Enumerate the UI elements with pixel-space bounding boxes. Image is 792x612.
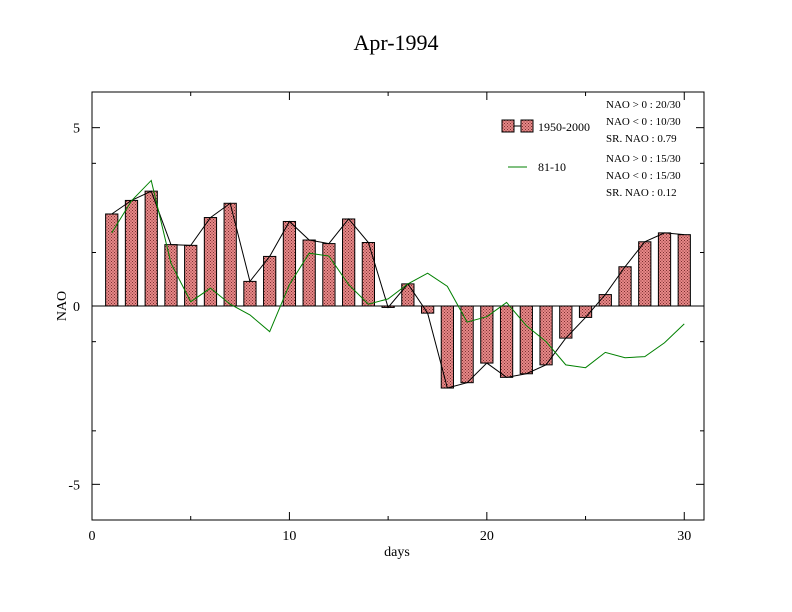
- legend-bar-swatch-left: [501, 119, 515, 133]
- bar-day-9: [263, 255, 277, 307]
- legend-label-81-10: 81-10: [538, 160, 566, 174]
- bar-day-18: [440, 305, 454, 389]
- stat-8110-nao-neg: NAO < 0 : 15/30: [606, 170, 681, 182]
- x-tick-label: 20: [480, 529, 494, 544]
- y-tick-label: 5: [73, 122, 80, 137]
- bar-day-4: [164, 244, 178, 307]
- legend: 1950-2000 NAO > 0 : 20/30 NAO < 0 : 10/3…: [501, 99, 681, 199]
- green-series-line: [111, 179, 685, 369]
- bar-day-10: [282, 220, 297, 307]
- bar-day-5: [184, 244, 198, 307]
- stat-1950-nao-pos: NAO > 0 : 20/30: [606, 99, 681, 111]
- stat-8110-sr-nao: SR. NAO : 0.12: [606, 187, 677, 199]
- bar-day-21: [499, 305, 514, 378]
- bar-day-14: [361, 242, 376, 307]
- chart-title: Apr-1994: [353, 30, 438, 55]
- bar-day-1: [105, 213, 119, 307]
- x-tick-label: 10: [282, 529, 296, 544]
- bar-day-13: [342, 218, 356, 307]
- bar-day-22: [519, 305, 533, 375]
- y-tick-label: 0: [73, 300, 80, 315]
- stat-1950-sr-nao: SR. NAO : 0.79: [606, 133, 677, 145]
- x-axis: 0 10 20 30: [89, 92, 691, 544]
- bar-day-19: [460, 305, 474, 384]
- x-tick-label: 30: [677, 529, 691, 544]
- bar-day-11: [302, 239, 316, 307]
- y-tick-label: -5: [68, 478, 80, 493]
- bar-day-28: [638, 241, 652, 307]
- x-tick-label: 0: [89, 529, 96, 544]
- y-axis-label: NAO: [55, 291, 70, 321]
- stat-1950-nao-neg: NAO < 0 : 10/30: [606, 116, 681, 128]
- bar-day-20: [480, 305, 494, 364]
- bar-series: [105, 190, 691, 389]
- bar-day-30: [677, 234, 691, 307]
- bar-day-23: [539, 305, 553, 366]
- bar-day-3: [144, 190, 158, 307]
- bar-day-2: [124, 199, 139, 307]
- legend-bar-swatch-right: [520, 119, 534, 133]
- bar-day-6: [203, 217, 218, 307]
- bar-day-12: [322, 243, 336, 307]
- bar-day-29: [657, 232, 672, 307]
- bar-day-8: [243, 280, 257, 307]
- stat-8110-nao-pos: NAO > 0 : 15/30: [606, 153, 681, 165]
- legend-label-1950-2000: 1950-2000: [538, 120, 590, 134]
- x-axis-label: days: [384, 545, 410, 560]
- bar-series-line: [111, 190, 685, 389]
